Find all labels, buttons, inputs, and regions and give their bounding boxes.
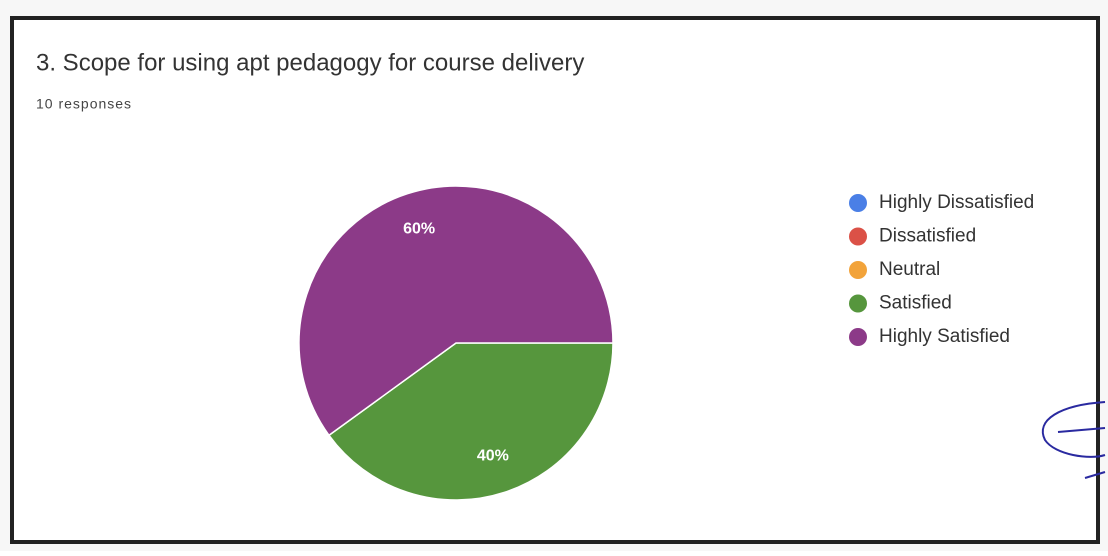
slice-label: 40% xyxy=(477,448,509,465)
slice-label: 60% xyxy=(403,221,435,238)
legend-label: Highly Dissatisfied xyxy=(879,192,1034,213)
pie-slice xyxy=(298,185,614,437)
chart-subtitle: 10 responses xyxy=(36,96,132,112)
pie-slice xyxy=(327,342,614,501)
legend-swatch xyxy=(849,194,867,212)
legend-swatch xyxy=(849,227,867,246)
legend-swatch xyxy=(849,294,867,313)
legend-swatch xyxy=(849,261,867,279)
legend-label: Dissatisfied xyxy=(879,226,976,247)
legend-label: Neutral xyxy=(879,259,940,280)
legend-label: Highly Satisfied xyxy=(879,326,1010,347)
pen-scribble xyxy=(1042,401,1106,479)
legend-label: Satisfied xyxy=(879,293,952,314)
legend-swatch xyxy=(849,328,867,346)
chart-title: 3. Scope for using apt pedagogy for cour… xyxy=(36,49,584,76)
